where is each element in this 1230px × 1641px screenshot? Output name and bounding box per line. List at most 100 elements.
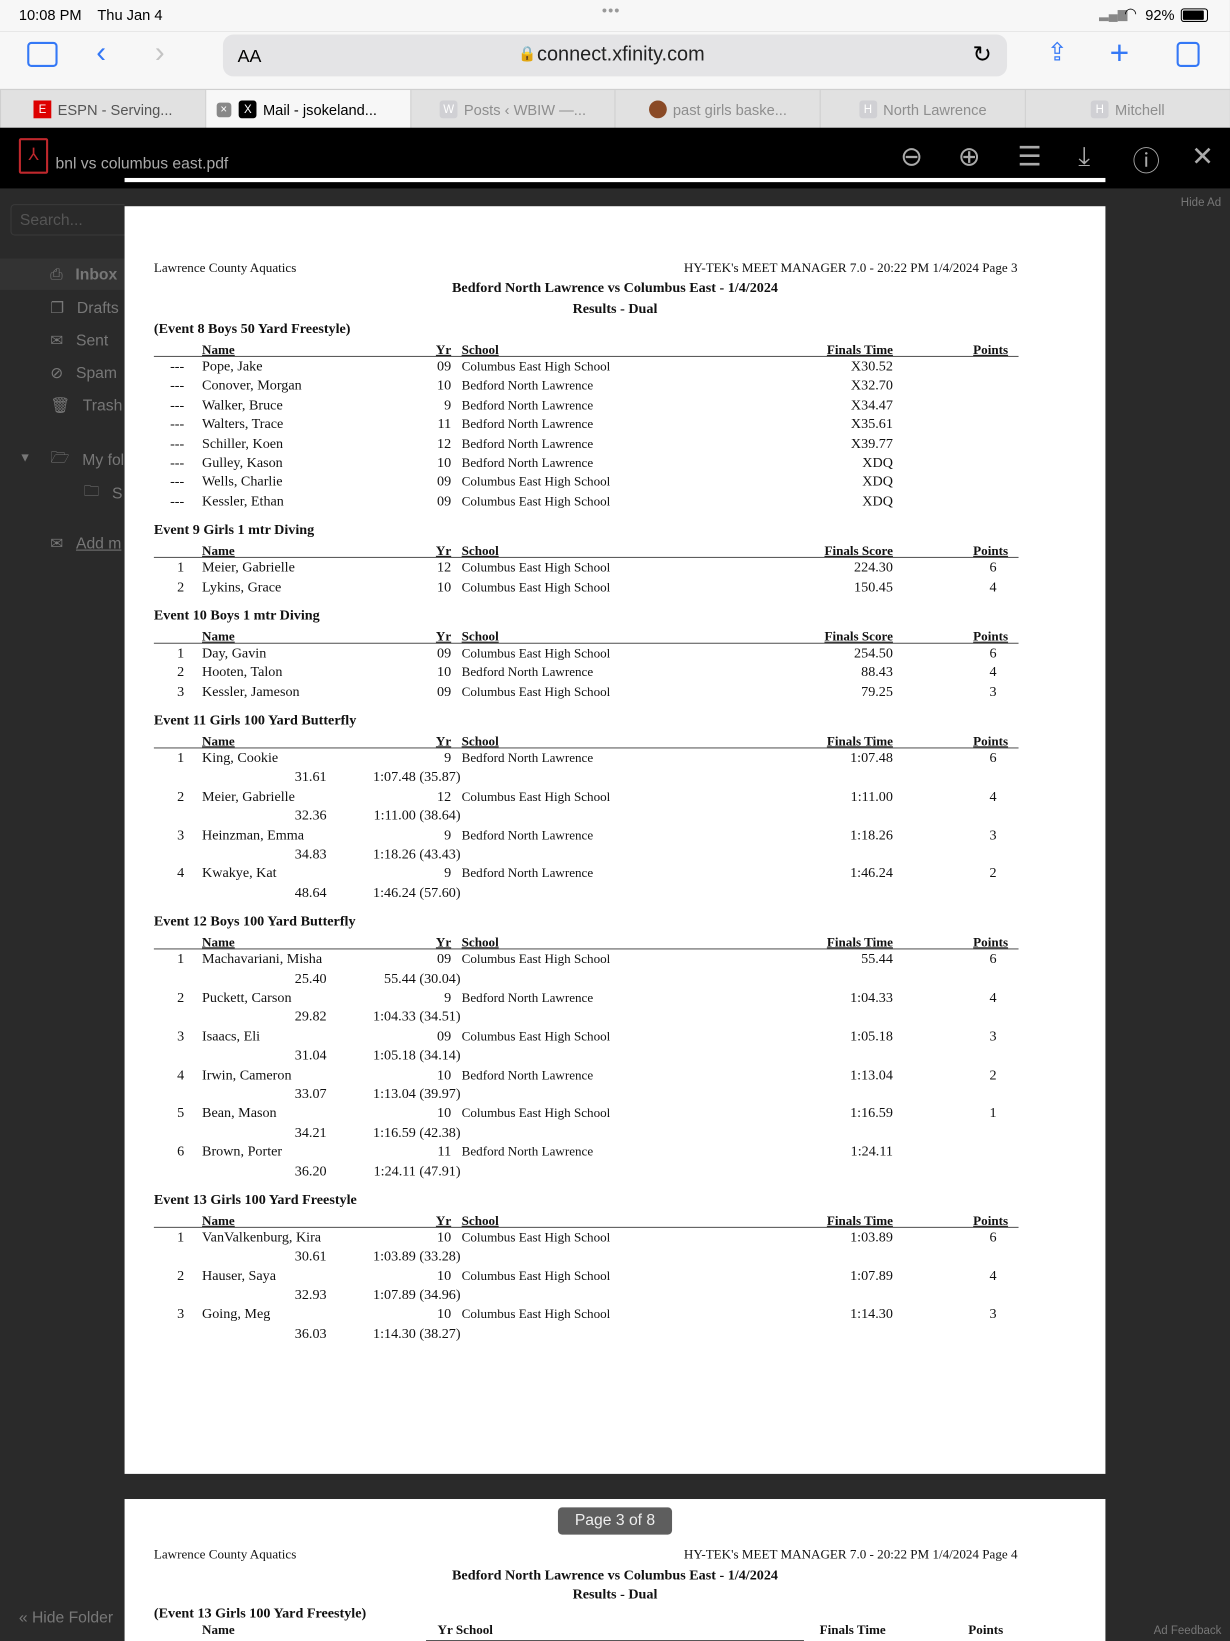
col-points: Points xyxy=(973,1213,1009,1228)
split-row: 34.83 1:18.26 (43.43) xyxy=(154,845,1019,864)
folder-spam[interactable]: ⊘ Spam xyxy=(50,363,117,383)
place: 2 xyxy=(177,1267,185,1284)
split-row: 31.61 1:07.48 (35.87) xyxy=(154,768,1019,787)
split-2: 1:14.30 (38.27) xyxy=(373,1325,461,1341)
status-bar: 10:08 PM Thu Jan 4 ••• ▂▄▆ ◠ 92% xyxy=(0,0,1230,32)
tabs-overview-icon[interactable] xyxy=(1176,41,1200,67)
subfolder[interactable]: 🗀 S xyxy=(84,480,123,506)
event-title: (Event 13 Girls 100 Yard Freestyle) xyxy=(153,1604,367,1621)
place: --- xyxy=(170,473,185,490)
tab-1[interactable]: × X Mail - jsokeland... xyxy=(204,90,410,129)
inbox-icon: ⎙ xyxy=(50,265,63,284)
hide-folder-button[interactable]: « Hide Folder xyxy=(18,1608,114,1627)
folder-trash[interactable]: 🗑 Trash xyxy=(50,396,123,415)
swimmer-name: Wells, Charlie xyxy=(202,473,283,490)
tab-5[interactable]: H Mitchell xyxy=(1024,90,1230,129)
hide-ad-button[interactable]: Hide Ad xyxy=(1180,196,1222,210)
folder-sent[interactable]: ✉ Sent xyxy=(50,331,109,350)
school: Bedford North Lawrence xyxy=(461,1067,594,1082)
expand-triangle-icon[interactable]: ▼ xyxy=(18,450,32,465)
table-row: --- Gulley, Kason 10 Bedford North Lawrence… xyxy=(154,453,1019,472)
info-icon[interactable]: ⓘ xyxy=(1132,145,1160,177)
mail-icon: ✉ xyxy=(50,534,64,553)
result: XDQ xyxy=(862,454,893,470)
col-yr: Yr xyxy=(435,342,452,357)
close-icon[interactable]: ✕ xyxy=(1191,140,1215,172)
more-dots-icon[interactable]: ••• xyxy=(601,2,621,19)
event-title: Event 10 Boys 1 mtr Diving xyxy=(153,607,320,623)
split-2: 1:03.89 (33.28) xyxy=(373,1248,461,1264)
tab-2[interactable]: W Posts ‹ WBIW —... xyxy=(409,90,615,129)
result: 1:04.33 xyxy=(850,989,893,1005)
result: 254.50 xyxy=(854,644,893,661)
reload-icon[interactable]: ↻ xyxy=(972,40,992,67)
place: 4 xyxy=(177,1066,185,1082)
table-row: 3 Heinzman, Emma 9 Bedford North Lawrence 1:… xyxy=(154,826,1019,845)
ad-feedback-link[interactable]: Ad Feedback xyxy=(1153,1624,1222,1638)
points: 6 xyxy=(989,950,997,967)
school: Bedford North Lawrence xyxy=(461,378,594,393)
col-result: Finals Time xyxy=(826,342,893,357)
inbox-highlight xyxy=(0,258,125,290)
result: 1:11.00 xyxy=(850,788,893,804)
folder-drafts[interactable]: ❐ Drafts xyxy=(50,298,119,318)
school: Bedford North Lawrence xyxy=(461,665,594,680)
place: 1 xyxy=(177,950,185,967)
folder-inbox[interactable]: ⎙ Inbox xyxy=(50,265,118,284)
close-tab-icon[interactable]: × xyxy=(216,102,232,117)
meet-subtitle: Results - Dual xyxy=(572,300,658,317)
points: 3 xyxy=(989,1305,997,1322)
download-icon[interactable]: ⤓ xyxy=(1078,140,1091,172)
battery-percent: 92% xyxy=(1145,6,1175,24)
swimmer-name: Conover, Morgan xyxy=(202,377,302,393)
text-size-button[interactable]: AA xyxy=(237,46,262,66)
url-text[interactable]: connect.xfinity.com xyxy=(537,43,705,66)
tab-4[interactable]: H North Lawrence xyxy=(819,90,1025,129)
espn-icon: E xyxy=(33,100,52,119)
school: Columbus East High School xyxy=(461,645,611,661)
place: 2 xyxy=(177,788,185,804)
share-icon[interactable]: ⇪ xyxy=(1046,38,1068,67)
tab-3[interactable]: past girls baske... xyxy=(614,90,820,129)
menu-icon[interactable]: ☰ xyxy=(1017,140,1042,172)
year: 12 xyxy=(437,559,452,575)
points: 6 xyxy=(989,749,997,766)
trash-icon: 🗑 xyxy=(50,396,71,415)
tab-label: North Lawrence xyxy=(883,101,987,118)
add-folder-link[interactable]: ✉ Add m xyxy=(50,534,122,553)
result: 1:46.24 xyxy=(850,865,893,881)
zoom-out-icon[interactable]: ⊖ xyxy=(900,140,924,172)
event-block: Event 11 Girls 100 Yard Butterfly Name Yr S… xyxy=(153,711,1019,903)
lock-icon: 🔒 xyxy=(518,45,537,62)
col-result: Finals Time xyxy=(826,733,893,749)
page-left-header: Lawrence County Aquatics xyxy=(153,1547,297,1562)
split-row: 30.61 1:03.89 (33.28) xyxy=(154,1247,1019,1266)
result: 79.25 xyxy=(861,683,893,699)
points: 4 xyxy=(989,578,997,595)
table-row: 2 Lykins, Grace 10 Columbus East High Schoo… xyxy=(154,577,1019,596)
page-indicator: Page 3 of 8 xyxy=(557,1507,673,1535)
points: 4 xyxy=(989,1267,997,1284)
year: 10 xyxy=(437,1228,452,1245)
col-result: Finals Time xyxy=(826,1213,893,1228)
zoom-in-icon[interactable]: ⊕ xyxy=(957,140,981,172)
back-icon[interactable]: ‹ xyxy=(96,35,107,69)
sidebar-toggle-icon[interactable] xyxy=(27,41,58,67)
my-folders[interactable]: 🗁 My fol xyxy=(50,447,124,473)
forward-icon[interactable]: › xyxy=(154,35,165,69)
tab-0[interactable]: E ESPN - Serving... xyxy=(0,90,205,129)
folder-icon: 🗀 xyxy=(83,482,100,501)
address-bar[interactable]: AA 🔒 connect.xfinity.com ↻ xyxy=(222,34,1008,77)
swimmer-name: Brown, Porter xyxy=(202,1143,283,1159)
col-name: Name xyxy=(202,629,235,644)
points: 6 xyxy=(989,1228,997,1245)
year: 12 xyxy=(437,435,452,451)
mail-search-input[interactable]: Search... xyxy=(10,204,125,236)
school: Columbus East High School xyxy=(461,1268,611,1284)
place: 1 xyxy=(177,1228,185,1245)
split-row: 31.04 1:05.18 (34.14) xyxy=(154,1046,1019,1065)
new-tab-icon[interactable]: + xyxy=(1109,33,1130,72)
col-result: Finals Time xyxy=(819,1622,886,1638)
col-name: Name xyxy=(202,543,235,559)
site-icon: W xyxy=(439,100,458,119)
